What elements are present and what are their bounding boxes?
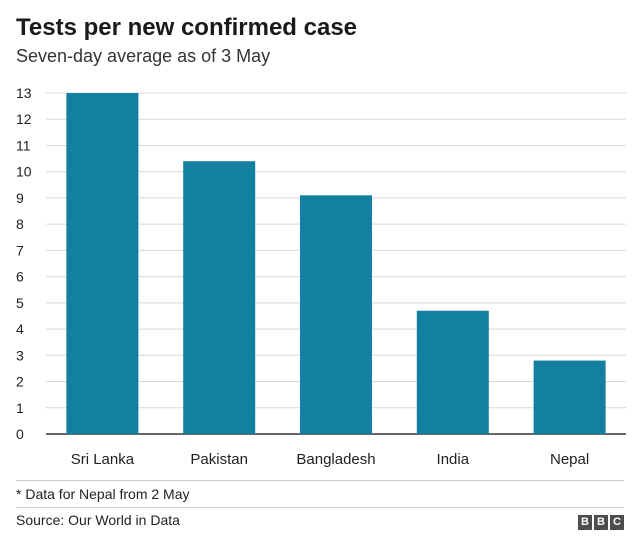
chart-title: Tests per new confirmed case [16,14,358,41]
footnote: * Data for Nepal from 2 May [16,486,190,502]
y-tick-label: 10 [16,164,32,180]
y-tick-label: 5 [16,295,24,311]
y-tick-label: 13 [16,85,32,101]
chart-subtitle: Seven-day average as of 3 May [16,46,271,66]
y-tick-label: 0 [16,426,24,442]
bars [66,93,606,434]
bar-nepal [533,360,606,434]
footer-divider [16,480,624,481]
bbc-logo-letter: C [610,515,624,530]
x-tick-label: Bangladesh [296,451,375,468]
source-divider [16,507,624,508]
x-axis-labels: Sri Lanka Pakistan Bangladesh India Nepal [71,451,589,468]
bar-bangladesh [300,195,372,434]
y-tick-label: 11 [16,137,31,153]
y-tick-label: 1 [16,400,24,416]
y-tick-label: 7 [16,242,24,258]
source-text: Source: Our World in Data [16,512,180,528]
y-tick-label: 2 [16,374,24,390]
x-tick-label: Pakistan [190,451,248,468]
bbc-logo: B B C [578,515,624,530]
y-tick-label: 12 [16,111,32,127]
y-tick-label: 9 [16,190,24,206]
bar-sri-lanka [66,93,139,434]
bar-india [416,310,489,434]
y-tick-label: 8 [16,216,24,232]
bbc-logo-letter: B [578,515,592,530]
y-tick-label: 4 [16,321,24,337]
bbc-logo-letter: B [594,515,608,530]
y-tick-label: 3 [16,347,24,363]
x-tick-label: Sri Lanka [71,451,135,468]
x-tick-label: India [437,451,470,468]
y-tick-label: 6 [16,269,24,285]
x-tick-label: Nepal [550,451,589,468]
bar-pakistan [183,161,256,434]
